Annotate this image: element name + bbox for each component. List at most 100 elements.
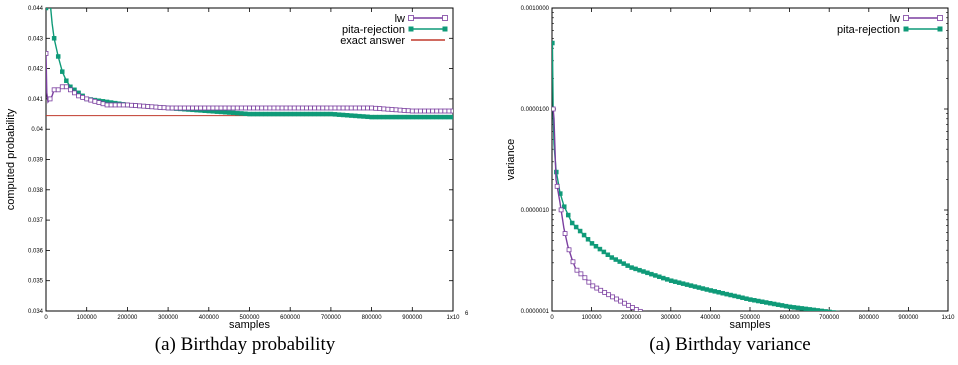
plot-frame xyxy=(551,7,949,312)
data-point xyxy=(344,105,350,111)
data-point xyxy=(622,300,627,306)
data-point xyxy=(100,101,106,107)
data-point xyxy=(434,108,440,114)
data-point xyxy=(186,105,191,111)
data-point xyxy=(771,301,777,307)
x-tick-label: 200000 xyxy=(621,315,642,321)
data-point xyxy=(348,105,354,111)
data-point xyxy=(430,108,436,114)
data-point xyxy=(823,309,828,311)
x-tick-label: 700000 xyxy=(819,315,840,321)
data-point xyxy=(332,105,338,111)
data-point xyxy=(692,284,698,289)
data-point xyxy=(165,105,171,111)
data-point xyxy=(377,114,382,120)
data-point xyxy=(76,93,81,99)
data-point xyxy=(793,357,797,361)
x-tick-label: 600000 xyxy=(280,315,301,321)
data-point xyxy=(629,305,635,310)
data-point xyxy=(847,313,851,317)
data-point xyxy=(827,309,832,311)
data-point xyxy=(51,36,57,41)
data-point xyxy=(88,97,94,103)
chart-panel-2: 0.0000001 0.0000010 0.0000100 0.0010000 0 100… xyxy=(505,6,955,365)
data-point xyxy=(181,105,187,111)
data-point xyxy=(809,360,813,364)
legend-marker xyxy=(937,15,943,21)
data-point xyxy=(263,111,269,117)
data-point xyxy=(275,105,281,111)
data-point xyxy=(668,278,674,283)
data-point xyxy=(787,304,793,310)
data-point xyxy=(843,312,847,316)
data-point xyxy=(626,302,631,308)
data-point xyxy=(891,318,895,322)
data-point xyxy=(558,207,564,213)
data-point xyxy=(287,105,293,111)
data-point xyxy=(744,296,749,301)
data-point xyxy=(801,359,805,363)
x-tick-label: 0 xyxy=(44,315,48,321)
x-tick-label: 600000 xyxy=(780,315,801,321)
data-point xyxy=(55,54,61,59)
data-point xyxy=(422,108,427,114)
y-tick-label: 0.042 xyxy=(28,67,44,73)
data-point xyxy=(55,87,61,93)
data-point xyxy=(84,96,90,102)
x-tick-label: 500000 xyxy=(239,315,260,321)
data-point xyxy=(251,105,256,111)
data-point xyxy=(133,103,138,108)
data-point xyxy=(426,114,431,120)
data-point xyxy=(813,361,817,365)
data-point xyxy=(637,267,642,273)
data-point xyxy=(255,105,261,111)
data-point xyxy=(96,100,102,105)
data-point xyxy=(316,111,321,117)
data-point xyxy=(414,114,419,120)
data-point xyxy=(300,105,305,111)
data-point xyxy=(562,204,567,209)
x-tick-label: 900000 xyxy=(898,315,919,321)
data-point xyxy=(418,114,423,120)
data-point xyxy=(927,322,931,326)
data-point xyxy=(678,328,682,332)
y-tick-label: 0.036 xyxy=(28,248,44,254)
data-point xyxy=(422,114,427,120)
data-point xyxy=(287,111,293,117)
x-tick-label: 200000 xyxy=(117,315,138,321)
legend-marker xyxy=(408,26,414,32)
data-point xyxy=(104,102,110,108)
data-point xyxy=(760,299,765,305)
data-point xyxy=(585,237,591,242)
legend-marker xyxy=(408,15,414,21)
x-tick-label: 300000 xyxy=(158,315,179,321)
data-point xyxy=(59,84,65,90)
series-line xyxy=(552,42,828,311)
data-point xyxy=(361,105,366,111)
data-point xyxy=(767,300,773,306)
legend-marker xyxy=(903,26,909,32)
data-point xyxy=(736,294,741,300)
x-tick-label: 1x10 xyxy=(446,315,460,321)
data-point xyxy=(324,105,330,111)
data-point xyxy=(389,107,395,112)
data-point xyxy=(389,114,395,120)
data-point xyxy=(831,310,836,311)
data-point xyxy=(716,290,721,295)
data-point xyxy=(271,111,277,117)
data-point xyxy=(633,306,639,311)
data-point xyxy=(578,271,584,277)
x-tick-label: 100000 xyxy=(77,315,98,321)
data-point xyxy=(839,312,843,316)
data-point xyxy=(590,283,596,289)
data-point xyxy=(210,105,216,111)
data-point xyxy=(157,104,163,110)
data-point xyxy=(46,8,49,11)
data-point xyxy=(795,305,801,311)
data-point xyxy=(602,290,608,295)
x-tick-exponent: 6 xyxy=(465,311,469,317)
data-point xyxy=(349,113,354,118)
data-point xyxy=(145,104,151,109)
data-point xyxy=(275,111,281,117)
